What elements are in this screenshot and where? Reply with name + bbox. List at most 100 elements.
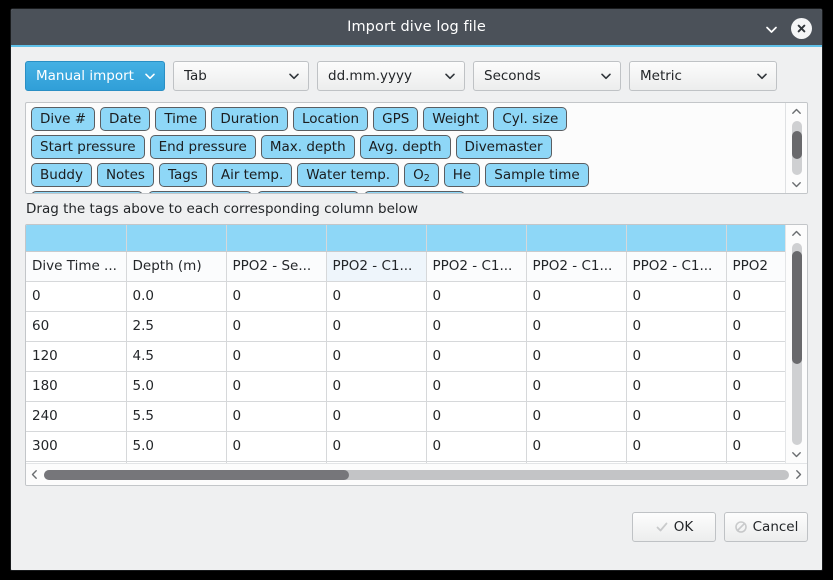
- date-format-select[interactable]: dd.mm.yyyy: [317, 61, 465, 91]
- tag-chip[interactable]: Weight: [423, 107, 489, 131]
- table-cell[interactable]: 2.5: [126, 311, 227, 342]
- table-cell[interactable]: [626, 461, 727, 463]
- table-cell[interactable]: 0: [626, 431, 727, 462]
- tag-chip[interactable]: Dive #: [31, 107, 96, 131]
- table-cell[interactable]: 0: [626, 311, 727, 342]
- tag-chip[interactable]: Cyl. size: [493, 107, 568, 131]
- scroll-thumb[interactable]: [791, 130, 802, 159]
- scroll-down-button[interactable]: [786, 446, 808, 463]
- drop-target-cell[interactable]: [126, 225, 227, 252]
- table-cell[interactable]: 300: [26, 431, 127, 462]
- table-cell[interactable]: 0: [526, 431, 627, 462]
- drop-target-cell[interactable]: [226, 225, 327, 252]
- table-vertical-scrollbar[interactable]: [785, 225, 807, 463]
- drop-target-cell[interactable]: [626, 225, 727, 252]
- table-cell[interactable]: 0: [526, 311, 627, 342]
- scroll-thumb[interactable]: [791, 251, 802, 365]
- scroll-right-button[interactable]: [790, 464, 807, 486]
- tag-chip[interactable]: Start pressure: [31, 135, 145, 159]
- scroll-track[interactable]: [786, 120, 808, 176]
- column-header[interactable]: Depth (m): [126, 251, 227, 282]
- table-cell[interactable]: 0: [226, 431, 327, 462]
- drop-target-cell[interactable]: [426, 225, 527, 252]
- tag-chip[interactable]: Water temp.: [297, 163, 400, 187]
- table-cell[interactable]: 0: [226, 341, 327, 372]
- table-cell[interactable]: 0: [426, 371, 527, 402]
- scroll-track[interactable]: [786, 242, 808, 446]
- scroll-up-button[interactable]: [786, 225, 808, 242]
- table-cell[interactable]: 0: [726, 311, 785, 342]
- table-cell[interactable]: 0: [526, 371, 627, 402]
- ok-button[interactable]: OK: [632, 512, 716, 542]
- table-cell[interactable]: [326, 461, 427, 463]
- tag-chip[interactable]: End pressure: [149, 135, 256, 159]
- drop-target-cell[interactable]: [526, 225, 627, 252]
- table-row[interactable]: 0 0.0 0 0 0 0 0 0: [26, 281, 785, 312]
- separator-select[interactable]: Tab: [173, 61, 309, 91]
- table-cell[interactable]: 0: [226, 401, 327, 432]
- table-cell[interactable]: 120: [26, 341, 127, 372]
- table-cell[interactable]: [426, 461, 527, 463]
- table-cell[interactable]: 0: [326, 281, 427, 312]
- table-row[interactable]: 240 5.5 0 0 0 0 0 0: [26, 401, 785, 432]
- scroll-up-button[interactable]: [786, 103, 808, 120]
- table-cell[interactable]: 240: [26, 401, 127, 432]
- tag-chip[interactable]: Sample depth: [31, 191, 144, 193]
- table-cell[interactable]: 0: [426, 431, 527, 462]
- tag-chip[interactable]: Notes: [96, 163, 154, 187]
- table-cell[interactable]: 0: [726, 341, 785, 372]
- tag-chip[interactable]: Tags: [158, 163, 207, 187]
- table-cell[interactable]: 5.0: [126, 371, 227, 402]
- table-cell[interactable]: 0: [526, 281, 627, 312]
- table-cell[interactable]: [726, 461, 785, 463]
- tag-chip[interactable]: GPS: [373, 107, 419, 131]
- table-cell[interactable]: 0: [626, 281, 727, 312]
- tag-chip[interactable]: He: [443, 163, 481, 187]
- table-cell[interactable]: 0: [526, 401, 627, 432]
- table-cell[interactable]: 0: [726, 401, 785, 432]
- table-cell[interactable]: [226, 461, 327, 463]
- tag-chip[interactable]: Location: [293, 107, 369, 131]
- table-cell[interactable]: 0: [626, 371, 727, 402]
- table-cell[interactable]: 0: [226, 281, 327, 312]
- tag-chip[interactable]: Duration: [211, 107, 289, 131]
- scroll-left-button[interactable]: [26, 464, 43, 486]
- table-cell[interactable]: 0.0: [126, 281, 227, 312]
- table-cell[interactable]: 0: [426, 341, 527, 372]
- table-cell[interactable]: 0: [226, 371, 327, 402]
- table-cell[interactable]: 60: [26, 311, 127, 342]
- table-cell[interactable]: 0: [326, 311, 427, 342]
- column-header[interactable]: PPO2 - C1...: [326, 251, 427, 282]
- column-header[interactable]: PPO2 - C1...: [626, 251, 727, 282]
- scroll-track[interactable]: [43, 464, 790, 486]
- drop-target-cell[interactable]: [326, 225, 427, 252]
- table-cell[interactable]: 0: [326, 401, 427, 432]
- tag-chip[interactable]: Avg. depth: [359, 135, 451, 159]
- table-cell[interactable]: 0: [426, 311, 527, 342]
- table-row[interactable]: 180 5.0 0 0 0 0 0 0: [26, 371, 785, 402]
- column-header[interactable]: PPO2 - C1...: [526, 251, 627, 282]
- import-mode-select[interactable]: Manual import: [25, 61, 165, 91]
- table-cell[interactable]: 180: [26, 371, 127, 402]
- time-unit-select[interactable]: Seconds: [473, 61, 621, 91]
- scroll-thumb[interactable]: [44, 469, 350, 480]
- table-cell[interactable]: [26, 461, 127, 463]
- tag-palette-scrollbar[interactable]: [785, 103, 807, 193]
- table-cell[interactable]: 4.5: [126, 341, 227, 372]
- table-cell[interactable]: 5.5: [126, 401, 227, 432]
- table-cell[interactable]: 0: [526, 341, 627, 372]
- column-header[interactable]: Dive Time ...: [26, 251, 127, 282]
- table-row[interactable]: 300 5.0 0 0 0 0 0 0: [26, 431, 785, 462]
- close-button[interactable]: [790, 17, 812, 39]
- collapse-button[interactable]: [759, 17, 781, 39]
- tag-chip[interactable]: Sample time: [148, 191, 252, 193]
- drop-target-cell[interactable]: [26, 225, 127, 252]
- tag-chip[interactable]: Sample CNS: [364, 191, 466, 193]
- drop-target-cell[interactable]: [726, 225, 785, 252]
- table-cell[interactable]: 0: [726, 431, 785, 462]
- scroll-down-button[interactable]: [786, 176, 808, 193]
- column-header[interactable]: PPO2 - Se...: [226, 251, 327, 282]
- tag-chip[interactable]: Divemaster: [455, 135, 552, 159]
- table-cell[interactable]: 0: [726, 281, 785, 312]
